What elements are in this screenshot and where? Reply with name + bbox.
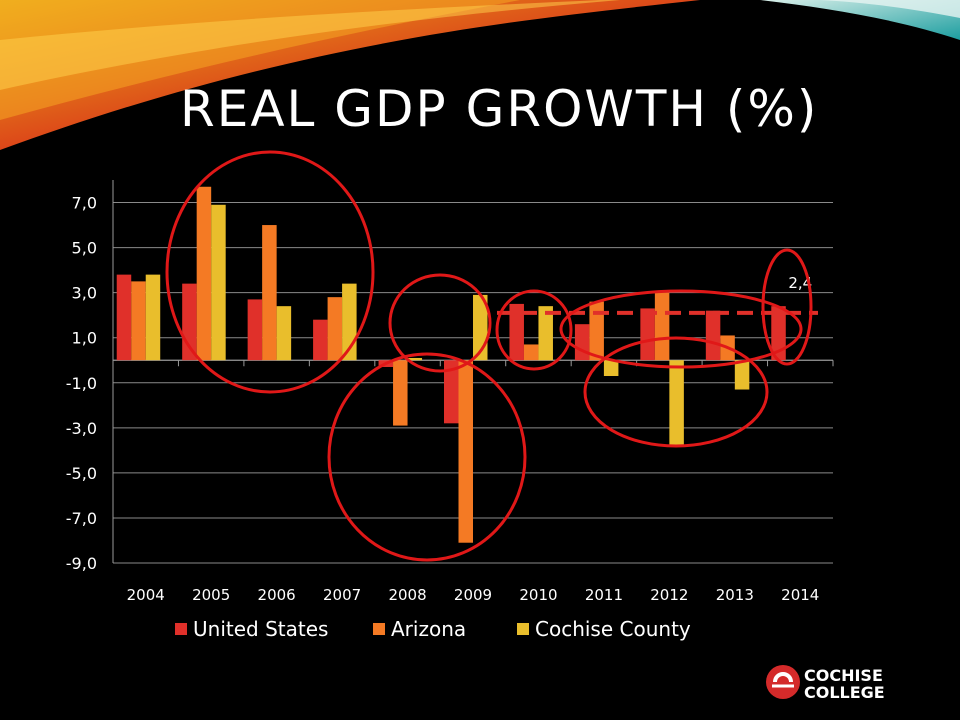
- highlight-circle: [165, 150, 375, 394]
- highlight-circle: [327, 352, 527, 562]
- x-tick-label: 2011: [585, 586, 623, 604]
- bar-arizona: [393, 360, 408, 426]
- bar-united-states: [509, 303, 524, 361]
- legend-label: Cochise County: [535, 617, 691, 641]
- logo-line-2: COLLEGE: [804, 683, 885, 702]
- college-logo: COCHISE COLLEGE: [764, 662, 885, 706]
- bar-united-states: [247, 299, 263, 361]
- bar-cochise-county: [145, 274, 161, 361]
- bar-cochise-county: [211, 204, 226, 361]
- y-tick-label: -7,0: [66, 509, 97, 528]
- x-tick-label: 2013: [716, 586, 754, 604]
- legend-label: United States: [193, 617, 328, 641]
- x-tick-label: 2007: [323, 586, 361, 604]
- bar-arizona: [262, 225, 277, 361]
- y-tick-label: -1,0: [66, 374, 97, 393]
- x-tick-label: 2008: [388, 586, 426, 604]
- annotation-label: 2,4: [788, 274, 812, 292]
- bar-united-states: [313, 319, 328, 361]
- y-tick-label: -3,0: [66, 419, 97, 438]
- legend-swatch: [175, 623, 187, 635]
- x-tick-label: 2006: [258, 586, 296, 604]
- bar-arizona: [589, 301, 604, 361]
- y-tick-label: 1,0: [72, 329, 97, 348]
- y-tick-label: -9,0: [66, 554, 97, 573]
- x-tick-label: 2014: [781, 586, 819, 604]
- legend-swatch: [373, 623, 385, 635]
- bar-united-states: [640, 308, 655, 361]
- bar-cochise-county: [734, 360, 750, 390]
- x-tick-label: 2010: [519, 586, 557, 604]
- x-tick-label: 2004: [127, 586, 165, 604]
- bar-arizona: [654, 292, 670, 361]
- y-tick-label: -5,0: [66, 464, 97, 483]
- bar-united-states: [771, 306, 786, 361]
- bar-united-states: [444, 360, 459, 424]
- highlight-circle: [388, 273, 492, 373]
- bar-cochise-county: [276, 306, 292, 361]
- x-tick-label: 2005: [192, 586, 230, 604]
- bar-cochise-county: [407, 357, 423, 361]
- y-tick-label: 5,0: [72, 239, 97, 258]
- y-tick-label: 7,0: [72, 194, 97, 213]
- logo-line-1: COCHISE: [804, 666, 883, 685]
- legend-swatch: [517, 623, 529, 635]
- bar-arizona: [327, 297, 343, 361]
- legend-label: Arizona: [391, 617, 466, 641]
- cochise-logo-icon: [766, 665, 800, 699]
- bar-arizona: [196, 186, 212, 361]
- bar-arizona: [131, 281, 146, 361]
- bar-united-states: [574, 324, 590, 361]
- y-tick-label: 3,0: [72, 284, 97, 303]
- bar-united-states: [116, 274, 132, 361]
- slide-title: REAL GDP GROWTH (%): [180, 80, 819, 138]
- highlight-circle: [761, 248, 813, 366]
- highlight-circle: [583, 336, 769, 448]
- highlight-circle: [559, 289, 803, 369]
- bar-cochise-county: [603, 360, 619, 377]
- x-tick-label: 2012: [650, 586, 688, 604]
- bar-united-states: [705, 310, 721, 361]
- highlight-circle: [495, 289, 573, 371]
- bar-arizona: [523, 344, 539, 361]
- bar-cochise-county: [669, 360, 684, 446]
- x-tick-label: 2009: [454, 586, 492, 604]
- bar-cochise-county: [538, 306, 553, 361]
- bar-arizona: [458, 360, 473, 543]
